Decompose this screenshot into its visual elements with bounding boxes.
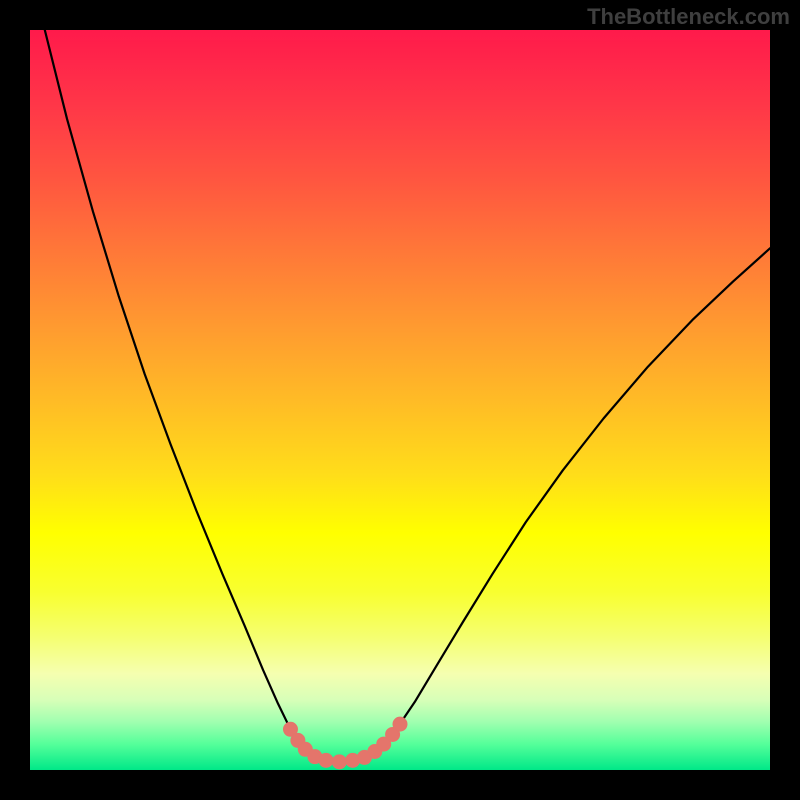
- marker-dot: [332, 755, 346, 769]
- plot-area: [30, 30, 770, 770]
- chart-frame: TheBottleneck.com: [0, 0, 800, 800]
- marker-dot: [319, 753, 333, 767]
- watermark-text: TheBottleneck.com: [587, 4, 790, 30]
- gradient-background: [30, 30, 770, 770]
- marker-dot: [393, 717, 407, 731]
- bottleneck-curve-chart: [30, 30, 770, 770]
